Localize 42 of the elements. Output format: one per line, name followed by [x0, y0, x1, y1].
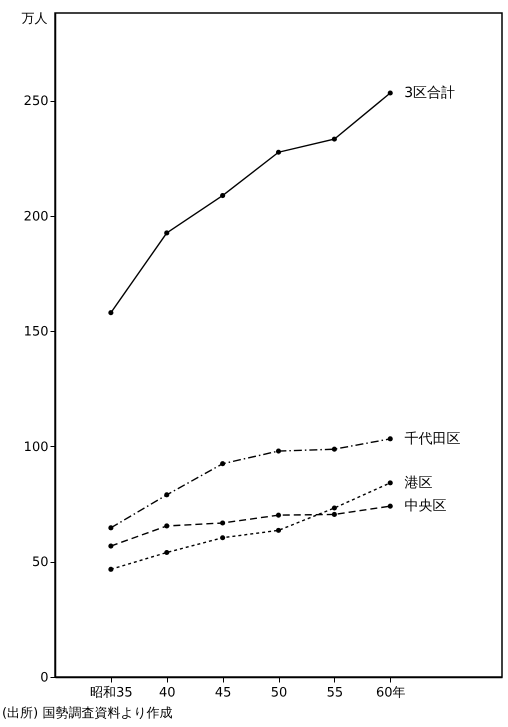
y-tick-label: 200 — [24, 209, 48, 224]
x-tick-label: 昭和35 — [90, 686, 133, 700]
point — [108, 525, 114, 530]
y-axis-title: 万人 — [22, 12, 48, 26]
point — [220, 520, 226, 526]
point — [164, 523, 170, 529]
series-label: 港区 — [404, 474, 432, 491]
point — [388, 480, 393, 486]
point — [164, 550, 170, 556]
series-label: 中央区 — [404, 498, 446, 514]
point — [332, 505, 337, 511]
series-label: 千代田区 — [404, 430, 460, 447]
point — [388, 436, 393, 442]
x-tick-label: 55 — [326, 686, 344, 700]
x-tick-label: 40 — [158, 686, 176, 700]
point — [276, 512, 282, 518]
y-tick-label: 150 — [24, 324, 48, 340]
point — [276, 150, 282, 155]
x-tick-label: 45 — [214, 686, 232, 700]
x-tick-label: 50 — [270, 686, 288, 700]
point — [164, 492, 170, 498]
y-tick-label: 0 — [40, 670, 48, 686]
y-tick-label: 100 — [24, 440, 48, 455]
point — [388, 90, 393, 96]
point — [276, 528, 282, 533]
point — [164, 230, 170, 236]
point — [108, 544, 114, 549]
point — [220, 461, 226, 466]
y-tick-label: 250 — [24, 94, 48, 110]
point — [332, 136, 337, 142]
y-tick-label: 50 — [32, 555, 48, 570]
point — [220, 535, 226, 540]
point — [276, 448, 282, 454]
x-tick-label: 60年 — [376, 686, 406, 700]
point — [108, 566, 114, 572]
point — [220, 193, 226, 198]
point — [388, 504, 393, 509]
point — [332, 446, 337, 452]
text: (出所) 国勢調査資料より作成 — [2, 706, 172, 721]
point — [332, 512, 337, 518]
point — [108, 310, 114, 316]
series-label: 3区合計 — [404, 85, 456, 102]
